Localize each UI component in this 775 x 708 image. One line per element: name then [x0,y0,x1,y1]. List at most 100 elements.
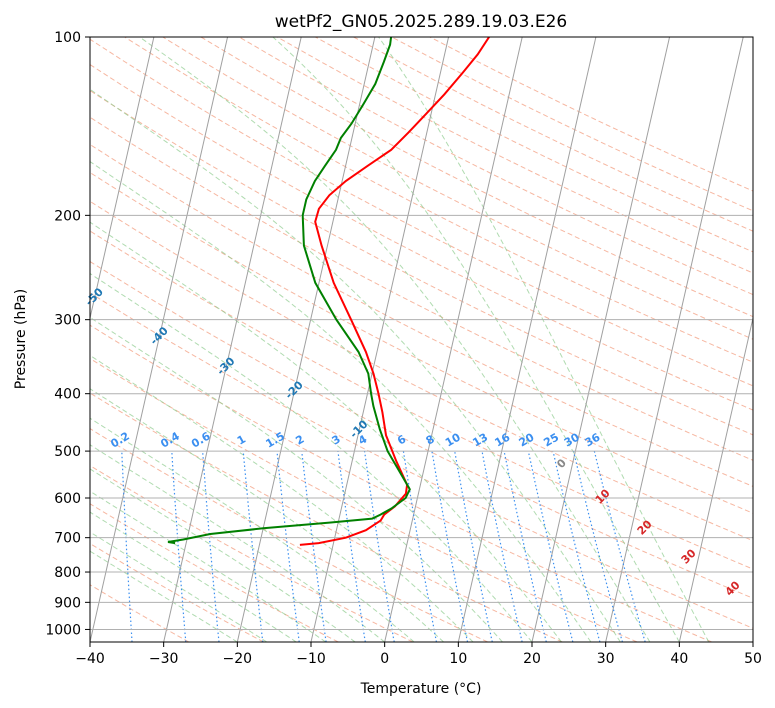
moist-adiabat-line [90,161,592,642]
dry-adiabat-line [90,38,753,387]
axes: −40 −30 −20 −10 0 10 20 30 40 5010020030040050060… [45,30,762,667]
moist-adiabat-line [90,468,356,642]
y-tick-label: 500 [54,444,81,460]
dry-adiabat-line [90,171,753,514]
mixing-ratio-line [481,450,523,642]
mixing-ratio-label: 1 [235,433,248,448]
isotherm-label: -50 [83,285,106,308]
dry-adiabat-line [90,324,712,642]
moist-adiabat-line [90,88,621,642]
mixing-ratio-label: 30 [562,430,582,449]
mixing-ratio-line [171,451,187,642]
background-lines [0,37,753,642]
dry-adiabat-line [429,37,753,192]
isotherm-label: 0 [554,456,569,471]
dry-adiabat-line [90,200,753,542]
y-tick-label: 400 [54,387,81,403]
mixing-ratio-line [552,450,601,642]
x-axis-label: Temperature (°C) [360,681,482,697]
dry-adiabat-line [90,143,753,487]
mixing-ratio-label: 0.2 [108,430,131,451]
mixing-ratio-label: 1.5 [264,430,287,451]
moist-adiabat-line [90,444,385,642]
dry-adiabat-line [90,116,753,461]
dry-adiabat-line [238,37,753,296]
isotherm-label: 30 [679,546,699,566]
mixing-ratio-line [301,451,327,642]
plot-frame [89,36,754,643]
y-tick-label: 200 [54,208,81,224]
mixing-ratio-label: 0.4 [158,429,182,450]
moist-adiabat-line [90,272,533,642]
dry-adiabat-line [90,584,190,642]
isotherm-label: 20 [635,517,655,537]
dry-adiabat-line [90,292,753,629]
mixing-ratio-line [337,451,366,642]
dry-adiabat-line [90,89,753,436]
moist-adiabat-line [90,354,474,642]
isotherm-line [90,37,155,321]
mixing-ratio-label: 4 [356,432,369,447]
x-tick-label: 10 [449,651,467,667]
y-tick-label: 300 [54,313,81,329]
dry-adiabat-line [90,428,488,642]
x-tick-label: 0 [380,651,389,667]
isotherm-label: -20 [283,378,306,401]
y-tick-label: 1000 [45,622,81,638]
x-tick-label: −20 [223,651,253,667]
isotherm-line [678,315,753,642]
moist-adiabat-line [90,490,326,642]
moist-adiabat-line [90,550,238,642]
mixing-ratio-line [202,451,220,642]
dry-adiabat-line [200,37,753,318]
dry-adiabat-line [315,37,753,253]
x-tick-label: −10 [296,651,326,667]
x-tick-label: −40 [75,651,105,667]
moist-adiabat-line [90,221,562,642]
mixing-ratio-line [363,451,395,642]
isotherm-label: 40 [723,578,743,598]
mixing-ratio-label: 20 [517,430,537,449]
moist-adiabat-line [272,37,680,642]
dry-adiabat-line [90,542,264,642]
isotherm-line [457,37,597,642]
x-tick-label: 20 [523,651,541,667]
mixing-ratio-line [431,450,469,642]
x-tick-label: 30 [597,651,615,667]
x-tick-label: 40 [670,651,688,667]
mixing-ratio-line [572,450,623,642]
isotherm-line [752,639,753,642]
mixing-ratio-line [527,450,574,642]
mixing-ratio-label: 10 [443,430,463,449]
x-tick-label: 50 [744,651,762,667]
temperature-curve [299,37,490,546]
isotherm-line [531,37,671,642]
mixing-ratio-label: 2 [293,433,306,448]
dry-adiabat-line [162,37,753,340]
y-tick-label: 600 [54,491,81,507]
isotherm-line [605,37,744,642]
mixing-ratio-label: 25 [541,431,561,450]
mixing-ratio-line [276,451,300,642]
dry-adiabat-line [90,357,638,642]
isotherm-label: 10 [593,486,613,506]
mixing-ratio-line [503,450,547,642]
mixing-ratio-line [242,451,264,642]
mixing-ratio-line [454,450,493,642]
isotherm-line [0,37,7,642]
dewpoint-curve [167,37,411,545]
sounding-curves [167,37,490,546]
isotherm-line [90,37,229,642]
mixing-ratio-label: 8 [424,433,437,448]
isotherm-label: -40 [148,324,171,347]
y-tick-label: 900 [54,595,81,611]
isotherm-line [236,37,376,642]
dry-adiabat-line [90,230,753,570]
y-tick-label: 800 [54,565,81,581]
dry-adiabat-line [90,503,339,642]
x-tick-label: −30 [149,651,179,667]
isotherm-line [384,37,523,642]
y-tick-label: 100 [54,30,81,46]
dry-adiabat-line [90,260,753,599]
